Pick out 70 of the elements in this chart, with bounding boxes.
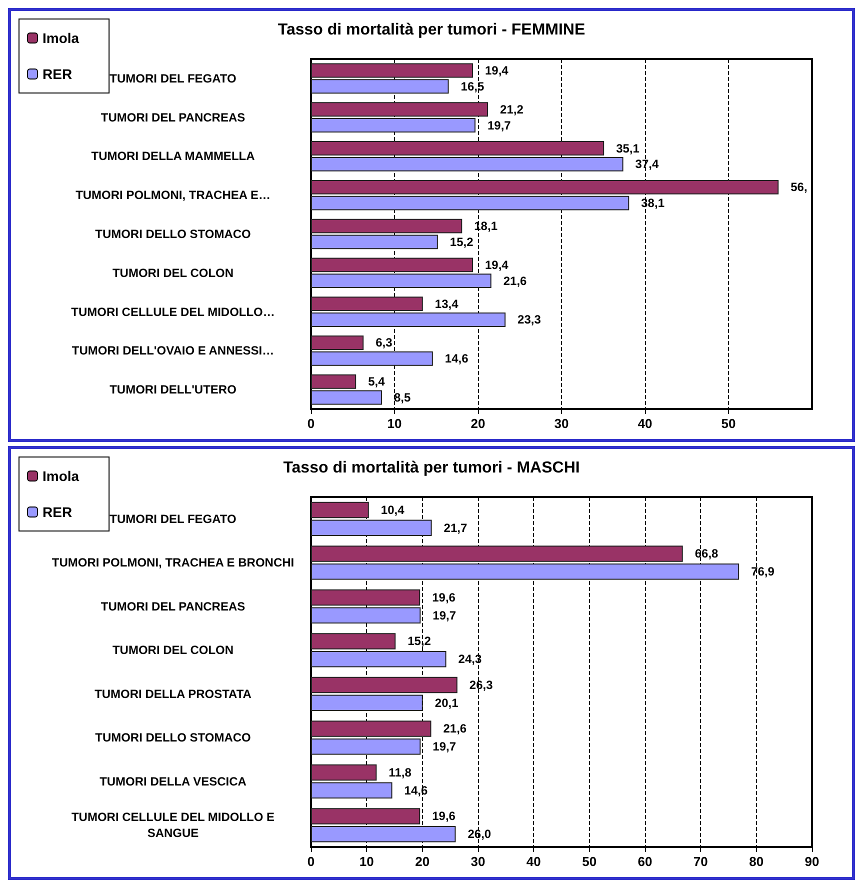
x-tick-label: 40 bbox=[526, 854, 541, 869]
x-tick-label: 10 bbox=[387, 416, 402, 431]
chart-title: Tasso di mortalità per tumori - FEMMINE bbox=[278, 22, 586, 38]
y-tick-label: TUMORI DEL FEGATO bbox=[110, 71, 236, 86]
data-label: 14,6 bbox=[444, 352, 469, 366]
y-tick-label: TUMORI DELL'OVAIO E ANNESSI… bbox=[72, 344, 274, 358]
data-label: 18,1 bbox=[474, 219, 498, 234]
x-tick-label: 20 bbox=[470, 416, 486, 431]
x-tick-label: 10 bbox=[359, 854, 374, 869]
data-label: 23,3 bbox=[518, 312, 542, 327]
data-label: 19,6 bbox=[432, 809, 456, 824]
legend-label: Imola bbox=[42, 30, 80, 46]
data-label: 21,2 bbox=[500, 102, 524, 116]
y-tick-label: TUMORI DELLA PROSTATA bbox=[94, 686, 252, 701]
legend-label: RER bbox=[42, 504, 72, 520]
data-label: 26,0 bbox=[468, 827, 492, 842]
data-label: 11,8 bbox=[388, 765, 412, 780]
data-label: 26,3 bbox=[469, 678, 494, 692]
x-tick-label: 20 bbox=[415, 854, 430, 869]
legend-label: Imola bbox=[42, 468, 80, 484]
x-tick-label: 60 bbox=[638, 854, 652, 869]
y-tick-label: TUMORI CELLULE DEL MIDOLLO E SANGUE bbox=[71, 810, 275, 840]
data-label: 66,8 bbox=[694, 546, 719, 561]
y-tick-label: TUMORI DEL PANCREAS bbox=[100, 110, 246, 124]
x-tick-label: 80 bbox=[749, 854, 764, 869]
data-label: 76,9 bbox=[751, 564, 775, 579]
data-label: 21,7 bbox=[444, 520, 468, 535]
data-label: 56, bbox=[790, 180, 808, 194]
y-tick-label: TUMORI DELL'UTERO bbox=[110, 382, 236, 397]
data-label: 19,7 bbox=[432, 608, 456, 622]
data-label: 19,7 bbox=[432, 740, 456, 754]
data-label: 21,6 bbox=[443, 722, 467, 736]
x-tick-label: 40 bbox=[638, 416, 652, 431]
y-tick-label: TUMORI DEL PANCREAS bbox=[100, 599, 246, 614]
x-tick-label: 70 bbox=[693, 854, 708, 869]
data-label: 13,4 bbox=[434, 296, 459, 311]
data-label: 8,5 bbox=[394, 390, 411, 404]
data-label: 19,4 bbox=[484, 258, 509, 272]
y-tick-label: TUMORI DEL FEGATO bbox=[110, 512, 236, 526]
data-label: 19,6 bbox=[432, 590, 456, 604]
data-label: 35,1 bbox=[616, 141, 640, 156]
y-tick-label: TUMORI DELLA VESCICA bbox=[100, 774, 247, 788]
data-label: 21,6 bbox=[503, 274, 528, 288]
data-label: 19,7 bbox=[487, 118, 512, 132]
chart-title: Tasso di mortalità per tumori - MASCHI bbox=[283, 460, 580, 476]
data-label: 24,3 bbox=[458, 652, 482, 666]
x-tick-label: 30 bbox=[470, 854, 486, 869]
data-label: 15,2 bbox=[408, 634, 432, 648]
y-tick-label: TUMORI DELLO STOMACO bbox=[95, 730, 251, 745]
x-tick-label: 50 bbox=[582, 854, 597, 869]
y-tick-label: TUMORI DELLO STOMACO bbox=[95, 227, 251, 241]
x-tick-label: 30 bbox=[554, 416, 569, 431]
data-label: 19,4 bbox=[484, 64, 509, 78]
data-label: 5,4 bbox=[368, 374, 386, 389]
data-label: 20,1 bbox=[434, 696, 459, 710]
x-tick-label: 0 bbox=[307, 854, 315, 869]
x-tick-label: 0 bbox=[307, 416, 315, 431]
y-tick-label: TUMORI POLMONI, TRACHEA E… bbox=[76, 188, 270, 202]
data-label: 6,3 bbox=[376, 336, 393, 350]
y-tick-label: TUMORI DELLA MAMMELLA bbox=[91, 149, 256, 164]
data-label: 37,4 bbox=[635, 157, 659, 172]
data-label: 15,2 bbox=[450, 234, 474, 249]
y-tick-label: TUMORI DEL COLON bbox=[112, 643, 234, 658]
legend-label: RER bbox=[42, 66, 72, 82]
y-tick-label: TUMORI CELLULE DEL MIDOLLO… bbox=[71, 304, 275, 319]
y-tick-label: TUMORI POLMONI, TRACHEA E BRONCHI bbox=[52, 556, 294, 570]
y-tick-label: TUMORI DEL COLON bbox=[112, 266, 234, 280]
data-label: 10,4 bbox=[380, 502, 405, 517]
x-tick-label: 50 bbox=[721, 416, 736, 431]
x-tick-label: 90 bbox=[804, 854, 820, 869]
